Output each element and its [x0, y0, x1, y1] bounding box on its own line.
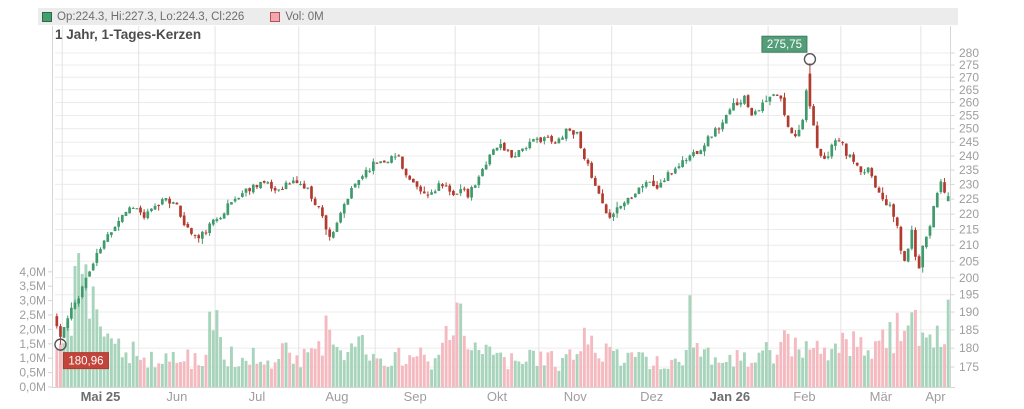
ohlc-legend-bar: Op:224.3, Hi:227.3, Lo:224.3, Cl:226 Vol…: [38, 8, 958, 25]
svg-text:Apr: Apr: [925, 389, 946, 404]
svg-text:185: 185: [959, 323, 979, 337]
month-axis-labels: Mai 25 Jun Jul Aug Sep Okt Nov Dez Jan 26 Feb Mär A…: [81, 389, 947, 404]
svg-text:245: 245: [959, 135, 979, 149]
svg-text:2,5M: 2,5M: [19, 308, 46, 322]
svg-text:275,75: 275,75: [767, 39, 802, 51]
svg-text:Okt: Okt: [487, 389, 508, 404]
svg-text:Aug: Aug: [325, 389, 348, 404]
candle-color-swatch-icon: [42, 11, 52, 22]
svg-text:Dez: Dez: [640, 389, 663, 404]
svg-text:3,0M: 3,0M: [19, 294, 46, 308]
chart-period-title: 1 Jahr, 1-Tages-Kerzen: [55, 27, 202, 42]
svg-text:Jul: Jul: [249, 389, 266, 404]
price-axis-labels: 1751801851901952002052102152202252302352…: [950, 46, 979, 374]
vertical-gridlines: [61, 26, 922, 387]
ohlc-legend-text: Op:224.3, Hi:227.3, Lo:224.3, Cl:226: [57, 10, 245, 23]
svg-text:Mai 25: Mai 25: [81, 389, 121, 404]
horizontal-gridlines: [55, 52, 950, 368]
svg-text:1,5M: 1,5M: [19, 337, 46, 351]
svg-text:2,0M: 2,0M: [19, 322, 46, 336]
svg-text:220: 220: [959, 207, 979, 221]
svg-text:Jan 26: Jan 26: [710, 389, 750, 404]
candlesticks: [55, 63, 950, 345]
svg-text:255: 255: [959, 108, 979, 122]
low-price-badge: 180,96: [62, 352, 109, 370]
svg-text:Feb: Feb: [793, 389, 815, 404]
volume-axis-labels: 4,0M3,5M3,0M2,5M2,0M1,5M1,0M0,5M0,0M: [19, 265, 53, 394]
high-price-badge: 275,75: [761, 35, 808, 53]
svg-text:180,96: 180,96: [68, 356, 103, 368]
svg-text:230: 230: [959, 177, 979, 191]
svg-text:275: 275: [959, 58, 979, 72]
svg-text:3,5M: 3,5M: [19, 279, 46, 293]
svg-text:235: 235: [959, 163, 979, 177]
svg-text:190: 190: [959, 305, 979, 319]
svg-text:240: 240: [959, 149, 979, 163]
svg-text:205: 205: [959, 254, 979, 268]
svg-text:1,0M: 1,0M: [19, 351, 46, 365]
axis-frame: [52, 26, 955, 388]
svg-text:Sep: Sep: [404, 389, 427, 404]
svg-text:210: 210: [959, 238, 979, 252]
volume-legend-text: Vol: 0M: [285, 10, 324, 23]
svg-text:0,0M: 0,0M: [19, 380, 46, 394]
svg-text:280: 280: [959, 46, 979, 60]
svg-text:195: 195: [959, 288, 979, 302]
svg-text:270: 270: [959, 70, 979, 84]
volume-color-swatch-icon: [270, 11, 281, 22]
svg-text:265: 265: [959, 83, 979, 97]
high-marker-circle: [803, 53, 817, 66]
svg-text:4,0M: 4,0M: [19, 265, 46, 279]
svg-text:200: 200: [959, 271, 979, 285]
svg-text:175: 175: [959, 360, 979, 374]
svg-text:225: 225: [959, 192, 979, 206]
svg-text:250: 250: [959, 122, 979, 136]
svg-text:Nov: Nov: [564, 389, 588, 404]
svg-text:215: 215: [959, 222, 979, 236]
svg-text:Jun: Jun: [166, 389, 187, 404]
svg-text:Mär: Mär: [870, 389, 893, 404]
low-marker-circle: [54, 338, 67, 351]
svg-text:0,5M: 0,5M: [19, 366, 46, 380]
svg-text:260: 260: [959, 96, 979, 110]
svg-text:180: 180: [959, 341, 979, 355]
